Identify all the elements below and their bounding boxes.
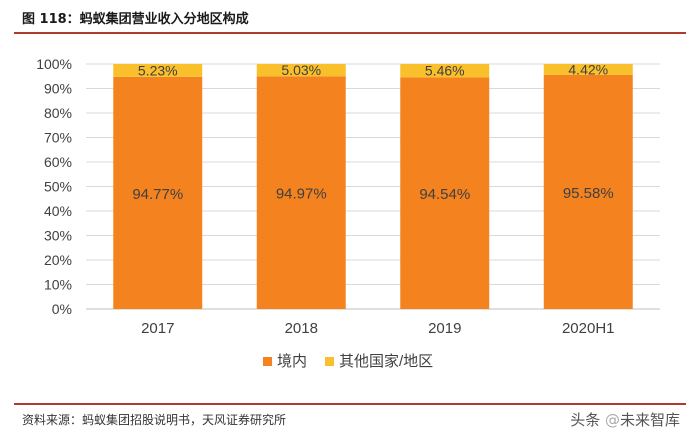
y-tick-label: 20% <box>44 252 72 268</box>
bar-domestic-2017 <box>113 76 203 309</box>
y-tick-label: 70% <box>44 130 72 146</box>
watermark: 头条 @未来智库 <box>570 409 680 430</box>
bar-overseas-2020H1 <box>543 64 633 75</box>
bar-overseas-2017 <box>113 64 203 77</box>
x-tick-label: 2017 <box>141 320 174 337</box>
footer-divider <box>14 403 686 405</box>
legend-swatch-0 <box>263 357 272 366</box>
data-label-overseas: 5.03% <box>281 62 321 78</box>
y-tick-label: 30% <box>44 228 72 244</box>
chart-title: 图 118：蚂蚁集团营业收入分地区构成 <box>22 12 249 27</box>
y-tick-label: 10% <box>44 277 72 293</box>
bar-domestic-2018 <box>256 76 346 309</box>
bar-domestic-2019 <box>400 77 490 309</box>
header: 图 118：蚂蚁集团营业收入分地区构成 <box>0 0 700 34</box>
x-tick-label: 2018 <box>285 320 318 337</box>
y-tick-label: 50% <box>44 179 72 195</box>
watermark-platform: 头条 <box>570 411 601 429</box>
x-tick-label: 2019 <box>428 320 461 337</box>
data-label-domestic: 95.58% <box>563 185 614 202</box>
x-tick-label: 2020H1 <box>562 320 615 337</box>
data-label-domestic: 94.97% <box>276 186 327 203</box>
legend-swatch-1 <box>325 357 334 366</box>
legend-label-1: 其他国家/地区 <box>339 353 433 370</box>
bar-overseas-2018 <box>256 64 346 77</box>
data-label-overseas: 5.46% <box>425 63 465 79</box>
bar-overseas-2019 <box>400 64 490 78</box>
legend-label-0: 境内 <box>277 352 307 370</box>
watermark-account: 未来智库 <box>619 411 680 429</box>
y-tick-label: 100% <box>36 56 72 72</box>
data-label-overseas: 4.42% <box>568 61 608 77</box>
y-tick-label: 40% <box>44 203 72 219</box>
watermark-at: @ <box>604 411 620 429</box>
y-tick-label: 60% <box>44 154 72 170</box>
title-divider <box>14 32 686 34</box>
stacked-bar-chart: 0% 10% 20% 30% 40% 50% 60% 70% 80% 90% 100% 94.77% 5… <box>36 56 660 370</box>
bar-domestic-2020H1 <box>543 74 633 309</box>
y-tick-label: 0% <box>52 301 72 317</box>
data-label-domestic: 94.54% <box>419 186 470 203</box>
source-note: 资料来源：蚂蚁集团招股说明书，天风证券研究所 <box>22 413 287 427</box>
y-tick-label: 90% <box>44 81 72 97</box>
y-tick-label: 80% <box>44 105 72 121</box>
data-label-domestic: 94.77% <box>132 186 183 203</box>
data-label-overseas: 5.23% <box>138 62 178 78</box>
